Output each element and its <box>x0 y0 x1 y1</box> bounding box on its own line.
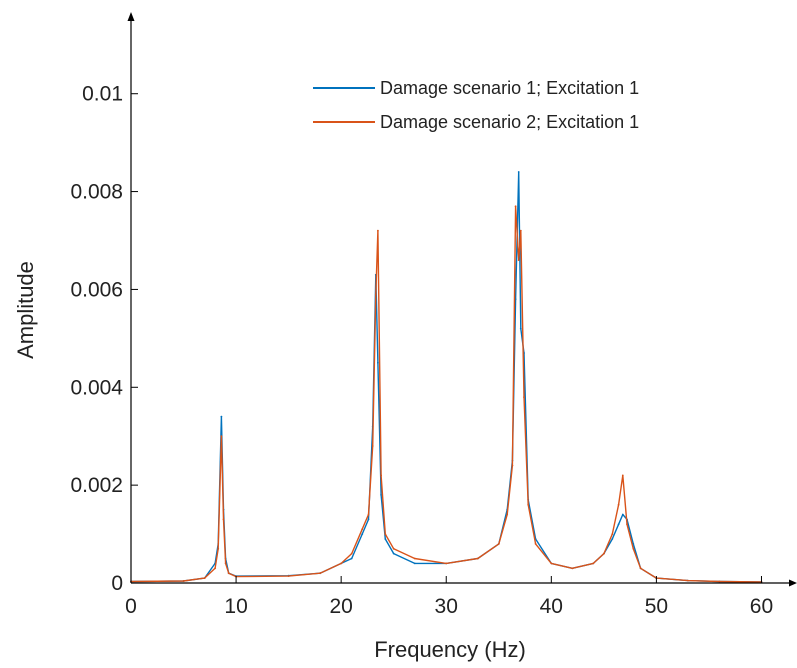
series-2-point <box>550 562 553 565</box>
series-1-point <box>361 533 364 535</box>
series-2-point <box>413 557 416 560</box>
series-2-point <box>718 580 721 583</box>
series-2-point <box>340 562 343 565</box>
x-tick-label: 30 <box>435 595 458 618</box>
ticks-layer: 0 10 20 30 40 50 60 0 0.002 0.004 0.006 0.008 0.01 <box>70 83 773 618</box>
x-tick-label: 20 <box>329 595 352 618</box>
series-2-point <box>523 396 525 398</box>
series-2-point <box>519 229 522 232</box>
series-1-point <box>611 538 614 540</box>
series-2-point <box>527 503 530 506</box>
x-axis-arrow-icon <box>789 579 797 587</box>
x-tick-label: 60 <box>750 595 773 618</box>
series-2-point <box>350 552 353 555</box>
series-2-point <box>214 567 217 570</box>
series-1-point <box>617 523 620 526</box>
series-layer <box>130 171 763 583</box>
series-2-point <box>367 513 370 516</box>
series-2-point <box>377 229 379 232</box>
series-2-point <box>603 552 605 555</box>
series-2-point <box>632 547 635 550</box>
x-tick-label: 0 <box>125 595 137 618</box>
series-2-point <box>517 259 520 261</box>
series-2-point <box>592 562 595 565</box>
series-2-point <box>617 503 620 506</box>
series-2-point <box>514 205 517 208</box>
series-2-point <box>639 567 642 570</box>
series-2-point <box>361 528 364 531</box>
y-axis-arrow-icon <box>127 12 135 21</box>
x-axis-title: Frequency (Hz) <box>374 637 526 662</box>
series-2-point <box>182 580 185 582</box>
series-line-1 <box>130 171 762 583</box>
y-tick-label: 0.002 <box>70 474 123 497</box>
series-2-point <box>621 474 624 477</box>
series-1-point <box>392 552 395 555</box>
series-2-point <box>497 543 500 545</box>
y-tick-label: 0.004 <box>70 376 123 399</box>
y-tick-label: 0.01 <box>82 83 123 106</box>
series-1-point <box>380 494 382 496</box>
series-2-point <box>380 474 382 477</box>
series-2-point <box>506 513 509 516</box>
series-2-point <box>217 547 220 550</box>
series-1-point <box>220 415 223 418</box>
x-tick-label: 40 <box>540 595 563 618</box>
series-2-point <box>392 547 395 550</box>
y-tick-label: 0.006 <box>70 278 123 301</box>
series-2-point <box>511 464 514 467</box>
x-tick-label: 10 <box>224 595 247 618</box>
series-2-point <box>611 533 614 535</box>
y-axis-title: Amplitude <box>13 261 38 359</box>
series-1-point <box>377 361 379 364</box>
x-tick-label: 50 <box>645 595 668 618</box>
legend-label-series-1: Damage scenario 1; Excitation 1 <box>380 78 639 98</box>
series-2-point <box>384 533 387 535</box>
series-2-point <box>319 572 321 575</box>
series-2-point <box>224 562 227 565</box>
series-1-point <box>384 538 387 540</box>
series-2-point <box>687 579 689 582</box>
series-2-point <box>374 293 377 296</box>
series-2-point <box>222 518 225 521</box>
y-tick-label: 0.008 <box>70 181 123 204</box>
series-1-point <box>350 557 353 560</box>
series-2-point <box>571 567 574 570</box>
series-2-point <box>534 543 537 545</box>
series-1-point <box>519 327 522 330</box>
y-tick-label: 0 <box>111 572 123 595</box>
series-1-point <box>367 518 370 521</box>
series-2-point <box>626 523 628 526</box>
series-2-point <box>476 557 479 560</box>
series-2-point <box>220 435 223 438</box>
series-2-point <box>227 572 230 575</box>
series-1-point <box>517 171 520 173</box>
legend: Damage scenario 1; Excitation 1 Damage s… <box>313 78 639 132</box>
series-2-point <box>287 575 290 577</box>
series-1-point <box>413 562 416 565</box>
series-2-point <box>203 577 206 579</box>
series-2-point <box>445 562 448 565</box>
legend-label-series-2: Damage scenario 2; Excitation 1 <box>380 112 639 132</box>
series-2-point <box>371 445 374 447</box>
series-1-point <box>621 513 624 516</box>
axes-layer <box>127 12 797 587</box>
series-line-2 <box>130 205 762 583</box>
